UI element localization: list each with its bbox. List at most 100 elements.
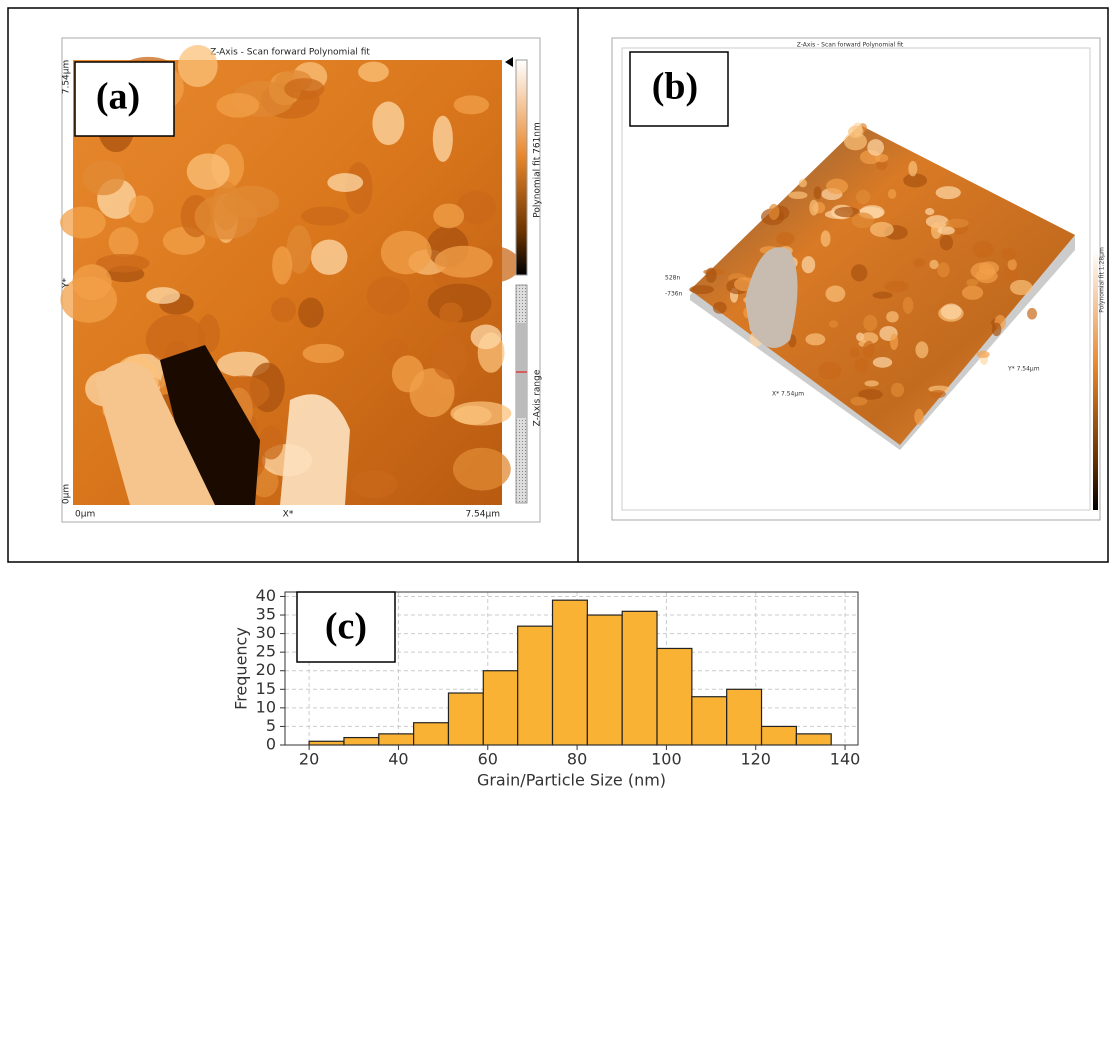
grain xyxy=(930,390,946,398)
grain xyxy=(946,219,969,228)
grain xyxy=(83,160,125,195)
y-tick-label: 30 xyxy=(256,623,276,642)
y-tick-label: 0 xyxy=(266,735,276,754)
grain xyxy=(187,153,230,189)
colorbar xyxy=(1093,250,1098,510)
grain xyxy=(433,203,464,228)
grain xyxy=(298,298,323,328)
grain xyxy=(977,351,990,358)
grain xyxy=(937,262,949,277)
grain xyxy=(805,333,825,345)
bar xyxy=(622,611,657,745)
y-tick-label: 40 xyxy=(256,586,276,605)
grain xyxy=(867,139,884,156)
bar xyxy=(344,738,379,745)
grain xyxy=(821,230,831,246)
grain xyxy=(776,232,794,246)
bar xyxy=(483,671,517,745)
grain xyxy=(271,298,296,323)
panel-b: Z-Axis - Scan forward Polynomial fit (b)… xyxy=(612,38,1106,520)
bar xyxy=(657,648,692,745)
grain xyxy=(864,380,878,386)
bar xyxy=(727,689,762,745)
grain xyxy=(358,62,389,82)
grain xyxy=(454,95,490,114)
grain xyxy=(802,256,816,273)
grain xyxy=(433,116,453,162)
grain xyxy=(851,212,873,228)
grain xyxy=(818,362,841,379)
grain xyxy=(799,179,807,187)
grain xyxy=(940,235,953,251)
grain xyxy=(109,227,139,257)
grain xyxy=(216,93,259,118)
grain xyxy=(971,262,996,279)
grain xyxy=(689,285,714,294)
bar xyxy=(762,726,797,745)
grain xyxy=(453,448,511,491)
grain xyxy=(327,173,363,192)
grain xyxy=(814,186,822,199)
x-tick-label: 20 xyxy=(299,750,319,769)
x-tick-label: 80 xyxy=(567,750,587,769)
y-tick-label: 5 xyxy=(266,716,276,735)
afm3d-title: Z-Axis - Scan forward Polynomial fit xyxy=(797,42,904,49)
x-tick-label: 60 xyxy=(478,750,498,769)
range-label: Z-Axis range xyxy=(533,369,543,426)
grain xyxy=(925,208,934,215)
grain xyxy=(848,126,864,139)
y-label: Y* xyxy=(62,278,72,289)
grain xyxy=(129,195,154,223)
grain xyxy=(72,264,111,300)
grain xyxy=(146,287,180,304)
panel-label: (b) xyxy=(652,66,698,108)
grain xyxy=(870,222,894,237)
grain xyxy=(272,246,292,284)
panel-label: (c) xyxy=(325,606,367,648)
x-axis-label: Grain/Particle Size (nm) xyxy=(477,771,666,790)
bar xyxy=(414,723,449,745)
bar xyxy=(587,615,622,745)
grain xyxy=(1027,308,1037,320)
grain xyxy=(1008,259,1017,271)
x-tick-label: 140 xyxy=(830,750,861,769)
grain xyxy=(973,241,994,258)
y-tick-label: 35 xyxy=(256,605,276,624)
grain xyxy=(886,311,899,322)
grain xyxy=(850,348,860,358)
x-tick-label: 100 xyxy=(651,750,682,769)
grain xyxy=(450,401,511,425)
grain xyxy=(351,470,398,498)
grain xyxy=(826,179,848,194)
bar xyxy=(553,600,588,745)
x-label: 0µm xyxy=(75,510,95,520)
grain xyxy=(913,258,925,267)
grain xyxy=(915,341,928,358)
grain xyxy=(863,341,875,359)
y-tick-label: 15 xyxy=(256,679,276,698)
grain xyxy=(60,207,106,239)
bar xyxy=(448,693,483,745)
grain xyxy=(381,231,432,275)
grain xyxy=(903,173,927,187)
grain xyxy=(851,264,867,281)
grain xyxy=(890,333,898,350)
grain xyxy=(311,239,348,274)
grain xyxy=(301,206,349,225)
afm-title: Z-Axis - Scan forward Polynomial fit xyxy=(210,48,370,58)
colorbar xyxy=(516,60,527,275)
grain xyxy=(303,344,345,363)
grain xyxy=(1001,248,1016,260)
y-axis-label: Y* 7.54µm xyxy=(1007,366,1040,373)
grain xyxy=(908,161,917,176)
grain xyxy=(966,279,978,287)
range-window xyxy=(516,323,527,418)
x-label: 7.54µm xyxy=(465,510,500,520)
grain xyxy=(856,190,870,204)
figure: Z-Axis - Scan forward Polynomial fit (a)… xyxy=(0,0,1115,1042)
grain xyxy=(367,276,410,314)
bar xyxy=(518,626,553,745)
y-label: 0µm xyxy=(62,484,72,504)
bar xyxy=(379,734,414,745)
